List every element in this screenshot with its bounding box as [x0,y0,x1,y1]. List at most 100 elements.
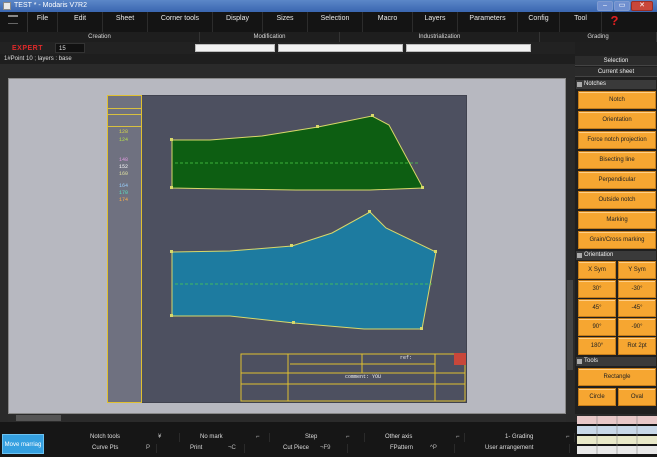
shortcut-key: ^P [430,445,437,451]
shortcut-key: ¬F9 [320,445,331,451]
section-tools[interactable]: Tools [576,357,656,366]
menu-bar: File Edit Sheet Corner tools Display Siz… [0,12,657,32]
input-field-1[interactable] [195,44,275,52]
rotate-minus-30-button[interactable]: -30° [618,280,656,298]
app-icon [3,2,11,10]
ref-label: ref: [400,355,413,361]
layer-color-grid[interactable] [577,414,657,456]
circle-button[interactable]: Circle [578,388,616,406]
category-industrialization[interactable]: Industrialization [340,32,540,42]
menu-macro[interactable]: Macro [363,12,413,32]
size-label: 170 [119,190,129,196]
horizontal-scrollbar[interactable] [8,414,566,422]
size-label: 128 [119,129,129,135]
rotate-minus-90-button[interactable]: -90° [618,318,656,336]
vertical-scrollbar[interactable] [566,78,574,414]
y-sym-button[interactable]: Y Sym [618,261,656,279]
other-axis-item[interactable]: Other axis [385,433,465,442]
fpattern-item[interactable]: FPattern [390,444,455,453]
rotate-30-button[interactable]: 30° [578,280,616,298]
menu-tool[interactable]: Tool [560,12,602,32]
strip-divider [108,108,141,109]
shortcut-key: ⌐ [346,434,350,440]
minimize-icon[interactable]: – [597,1,613,11]
horizontal-scroll-thumb[interactable] [16,415,61,421]
rectangle-button[interactable]: Rectangle [578,368,656,386]
rotate-90-button[interactable]: 90° [578,318,616,336]
rot-2pt-button[interactable]: Rot 2pt [618,337,656,355]
menu-edit[interactable]: Edit [58,12,103,32]
menu-config[interactable]: Config [518,12,560,32]
shortcut-key: ⌐ [456,434,460,440]
menu-selection[interactable]: Selection [308,12,363,32]
shortcut-key: ¬C [228,445,236,451]
rotate-minus-45-button[interactable]: -45° [618,299,656,317]
orientation-button[interactable]: Orientation [578,111,656,129]
shortcut-key: P [146,445,151,451]
window-title: TEST * - Modaris V7R2 [14,2,88,9]
number-field[interactable]: 15 [55,43,85,53]
menu-parameters[interactable]: Parameters [458,12,518,32]
tab-current-sheet[interactable]: Current sheet [575,67,657,77]
help-icon[interactable]: ? [610,13,619,28]
category-creation[interactable]: Creation [0,32,200,42]
menu-sheet[interactable]: Sheet [103,12,148,32]
step-item[interactable]: Step [305,433,365,442]
mode-label: EXPERT [11,44,43,52]
vertical-scroll-thumb[interactable] [567,280,573,370]
rotate-180-button[interactable]: 180° [578,337,616,355]
move-marriage-button[interactable]: Move marriag [2,434,44,454]
bottom-bar [0,422,657,457]
category-modification[interactable]: Modification [200,32,340,42]
no-mark-item[interactable]: No mark [200,433,270,442]
perpendicular-button[interactable]: Perpendicular [578,171,656,189]
bisecting-line-button[interactable]: Bisecting line [578,151,656,169]
print-item[interactable]: Print [190,444,245,453]
menu-sizes[interactable]: Sizes [263,12,308,32]
size-label: 124 [119,137,129,143]
category-bar: Creation Modification Industrialization … [0,32,657,42]
status-line: 1#Point 10 ; layers : base [0,54,575,64]
user-arrangement-item[interactable]: User arrangement [485,444,570,453]
menu-file[interactable]: File [28,12,58,32]
maximize-icon[interactable]: ▭ [614,1,630,11]
category-grading[interactable]: Grading [540,32,657,42]
grading-item[interactable]: 1- Grading [505,433,575,442]
notch-button[interactable]: Notch [578,91,656,109]
shortcut-key: ¥ [158,434,162,440]
menu-display[interactable]: Display [213,12,263,32]
menu-layers[interactable]: Layers [413,12,458,32]
shortcut-key: ⌐ [566,434,570,440]
x-sym-button[interactable]: X Sym [578,261,616,279]
close-icon[interactable]: ✕ [631,1,653,11]
tab-selection[interactable]: Selection [575,56,657,66]
piece-size-strip[interactable]: 128 124 148 152 160 164 170 174 [107,95,142,403]
marking-button[interactable]: Marking [578,211,656,229]
shortcut-key: ⌐ [256,434,260,440]
rotate-45-button[interactable]: 45° [578,299,616,317]
window-controls: – ▭ ✕ [597,1,653,11]
input-field-3[interactable] [406,44,531,52]
title-bar: TEST * - Modaris V7R2 – ▭ ✕ [0,0,657,12]
section-orientation[interactable]: Orientation [576,251,656,260]
outside-notch-button[interactable]: Outside notch [578,191,656,209]
app-logo[interactable] [0,12,28,32]
strip-divider [108,114,141,115]
size-label: 174 [119,197,129,203]
force-notch-projection-button[interactable]: Force notch projection [578,131,656,149]
sheet-workspace[interactable] [107,95,467,403]
notch-tools-item[interactable]: Notch tools [90,433,180,442]
section-notches[interactable]: Notches [576,80,656,89]
toolbar: EXPERT 15 [0,42,575,54]
cut-piece-item[interactable]: Cut Piece [283,444,348,453]
grain-cross-marking-button[interactable]: Grain/Cross marking [578,231,656,249]
input-field-2[interactable] [278,44,403,52]
size-label: 152 [119,164,129,170]
curve-pts-item[interactable]: Curve Pts [92,444,157,453]
strip-divider [108,126,141,127]
comment-label: comment: YOU [345,374,382,380]
size-label: 160 [119,171,129,177]
oval-button[interactable]: Oval [618,388,656,406]
menu-corner-tools[interactable]: Corner tools [148,12,213,32]
size-label: 148 [119,157,129,163]
